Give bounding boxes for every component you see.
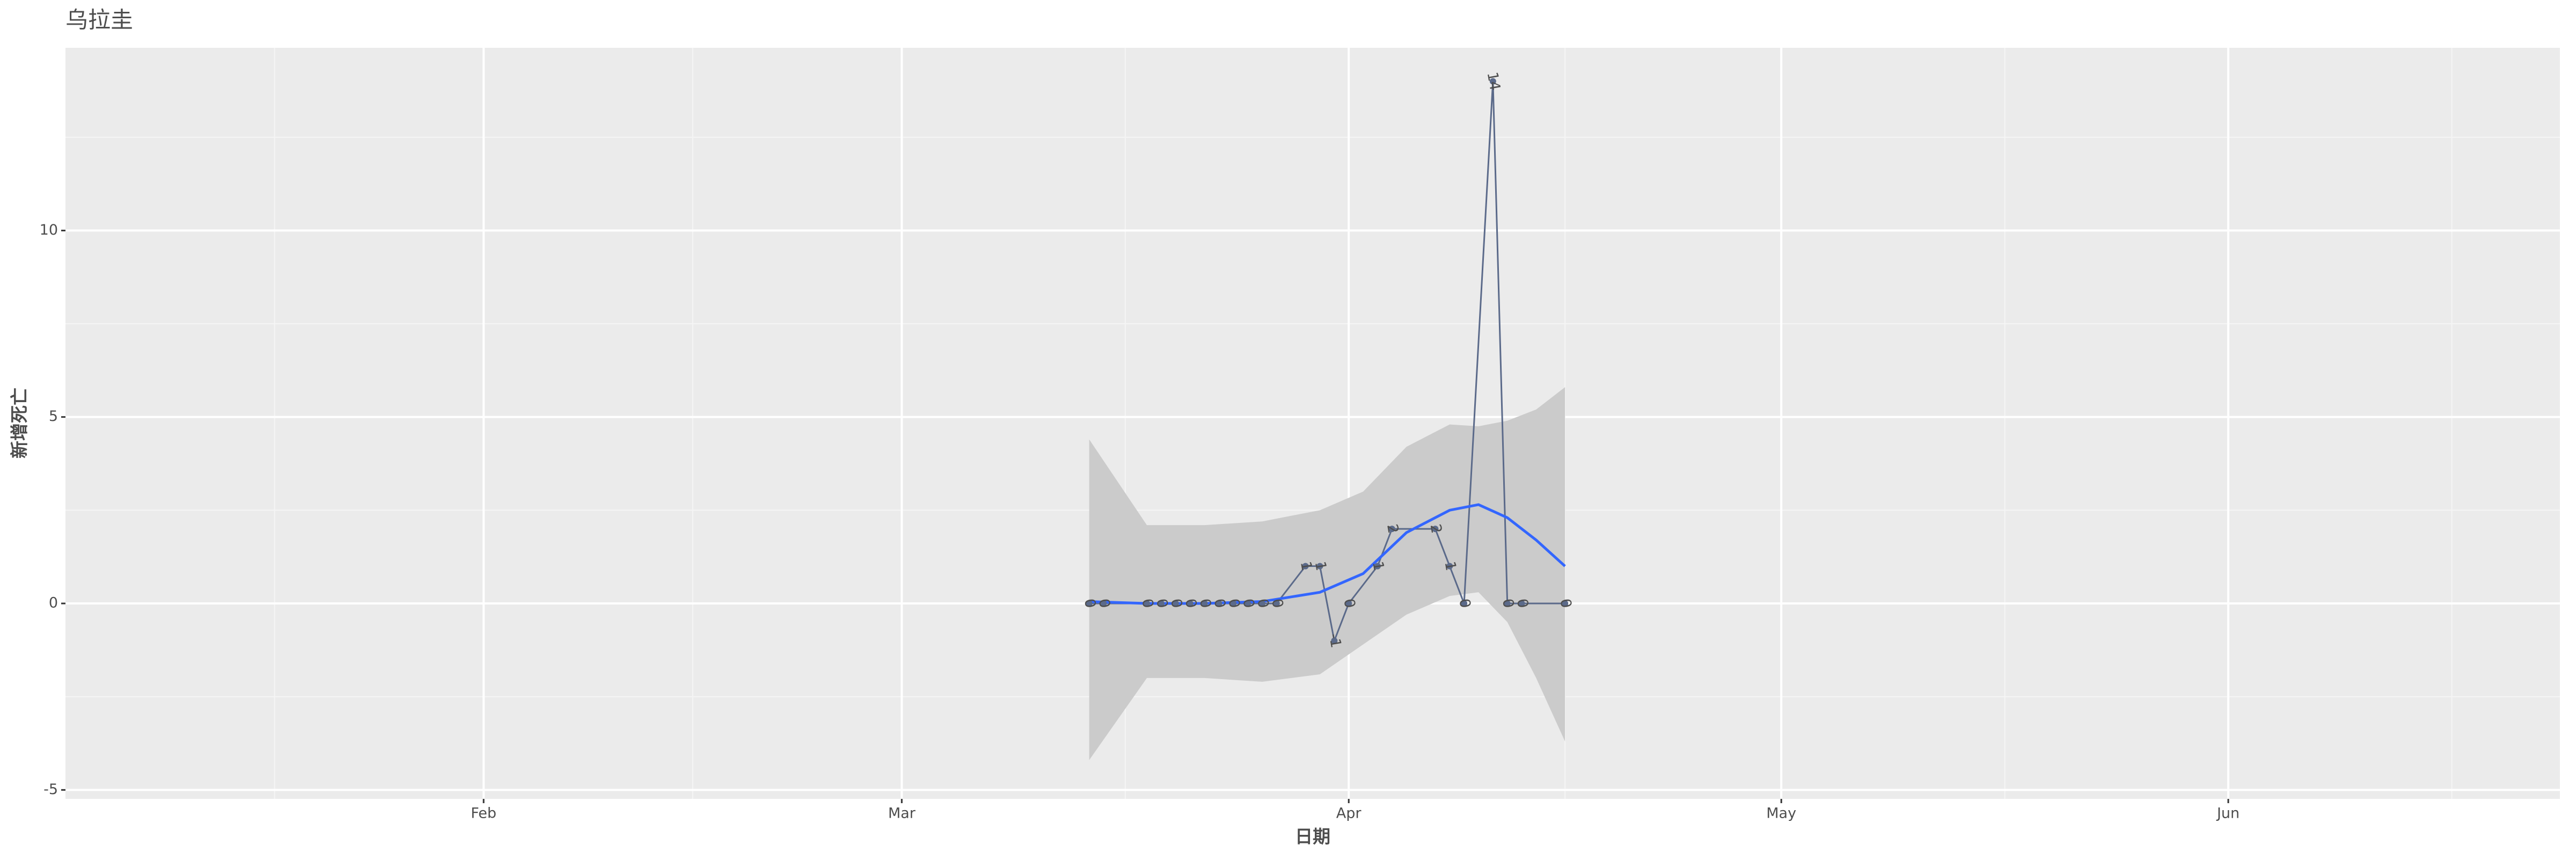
x-axis-title: 日期 [1295,826,1330,847]
data-point [1345,600,1352,607]
major-grid [65,48,2560,799]
data-label: 0 [1196,598,1214,609]
data-point [1172,600,1179,607]
data-label: 0 [1513,598,1532,609]
data-label: 1 [1369,560,1387,572]
y-axis-title: 新增死亡 [9,388,30,458]
data-label: 0 [1556,598,1575,609]
data-point [1216,600,1223,607]
data-label: 0 [1254,598,1272,609]
panel [65,48,2560,799]
data-point [1331,637,1338,644]
x-tick-label: Mar [888,805,916,822]
data-label: 0 [1153,598,1171,609]
data-label: 0 [1239,598,1257,609]
data-point [1504,600,1511,607]
data-point [1562,600,1569,607]
data-label: 0 [1081,598,1099,609]
data-label: 1 [1312,560,1330,572]
data-label: 0 [1211,598,1229,609]
y-tick-label: 0 [49,595,58,612]
data-label: 0 [1138,598,1157,609]
data-point [1158,600,1165,607]
data-point [1187,600,1194,607]
data-label: 0 [1499,598,1517,609]
data-label: 1 [1297,560,1315,572]
chart-title: 乌拉圭 [65,7,133,33]
data-point [1446,563,1453,570]
data-point [1230,600,1237,607]
data-label: -1 [1326,632,1344,649]
data-point [1273,600,1280,607]
smooth-line [1089,503,1566,605]
data-point [1374,563,1381,570]
data-label: 2 [1427,523,1445,535]
x-tick-label: May [1766,805,1796,822]
data-label: 0 [1095,598,1114,609]
data-point [1461,600,1468,607]
data-label: 0 [1340,598,1358,609]
data-point [1144,600,1151,607]
confidence-band [1089,387,1565,760]
x-tick-label: Feb [471,805,496,822]
x-tick-label: Jun [2216,805,2240,822]
data-point [1245,600,1252,607]
data-label: 0 [1225,598,1243,609]
data-label: 1 [1441,560,1459,572]
data-point [1086,600,1093,607]
y-tick-label: 10 [40,222,58,238]
data-point [1201,600,1208,607]
data-point [1100,600,1107,607]
data-point [1258,600,1265,607]
data-label: 0 [1182,598,1200,609]
data-point [1489,78,1496,85]
y-tick-label: -5 [43,781,58,798]
data-label: 0 [1268,598,1286,609]
x-tick-label: Apr [1336,805,1362,822]
data-label: 14 [1484,71,1503,92]
data-point [1388,526,1395,533]
data-point [1518,600,1525,607]
data-label: 0 [1455,598,1474,609]
data-point [1316,563,1323,570]
data-point [1302,563,1309,570]
data-point [1432,526,1439,533]
data-label: 2 [1384,523,1402,535]
y-tick-label: 5 [49,408,58,425]
data-label: 0 [1167,598,1185,609]
